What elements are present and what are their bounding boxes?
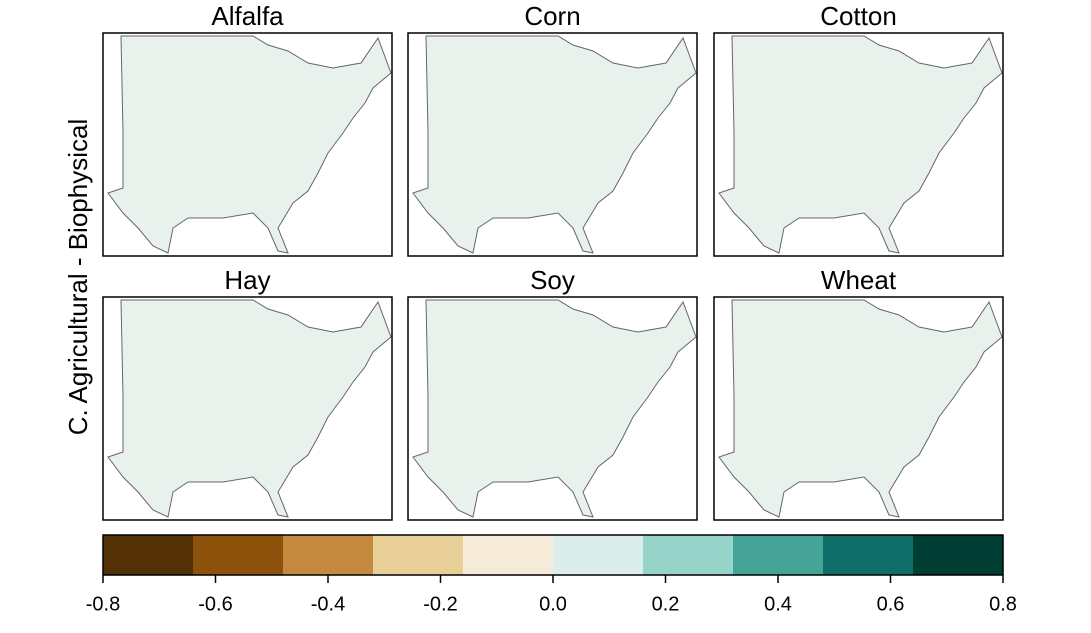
map-outline	[412, 35, 697, 254]
colorbar: -0.8 -0.6 -0.4 -0.2 0.0 0.2 0.4 0.6 0.8	[86, 534, 1017, 615]
colorbar-bin	[733, 535, 823, 575]
panel-frame	[407, 296, 698, 521]
colorbar-bin	[553, 535, 643, 575]
map-panel	[407, 32, 698, 257]
map-outline	[718, 299, 1003, 518]
panel-frame	[713, 296, 1004, 521]
colorbar-bin	[193, 535, 283, 575]
panel-frame	[102, 32, 393, 257]
tick-label: 0.8	[989, 593, 1017, 615]
colorbar-bin	[283, 535, 373, 575]
tick-label: 0.0	[539, 593, 567, 615]
colorbar-bin	[823, 535, 913, 575]
map-outline	[107, 35, 392, 254]
colorbar-bin	[373, 535, 463, 575]
panel-title: Alfalfa	[211, 1, 284, 31]
colorbar-bin	[913, 535, 1003, 575]
colorbar-bin	[643, 535, 733, 575]
tick-label: -0.6	[198, 593, 232, 615]
colorbar-bin	[463, 535, 553, 575]
map-panel	[102, 32, 393, 257]
tick-label: -0.8	[86, 593, 120, 615]
map-panel	[407, 296, 698, 521]
panel-frame	[713, 32, 1004, 257]
tick-label: -0.4	[311, 593, 345, 615]
panel-title: Soy	[530, 265, 575, 295]
map-panel	[102, 296, 393, 521]
tick-label: 0.2	[652, 593, 680, 615]
map-outline	[107, 299, 392, 518]
panel-frame	[102, 296, 393, 521]
map-panel	[713, 32, 1004, 257]
panel-title: Corn	[524, 1, 580, 31]
map-panel	[713, 296, 1004, 521]
panel-title: Hay	[224, 265, 270, 295]
panel-frame	[407, 32, 698, 257]
tick-label: 0.4	[764, 593, 792, 615]
panels: Alfalfa Corn Cotton Hay Soy Wheat	[102, 1, 1004, 521]
panel-title: Wheat	[821, 265, 897, 295]
panel-title: Cotton	[820, 1, 897, 31]
map-outline	[412, 299, 697, 518]
y-label: C. Agricultural - Biophysical	[63, 119, 93, 435]
map-outline	[718, 35, 1003, 254]
colorbar-bin	[103, 535, 193, 575]
tick-label: 0.6	[877, 593, 905, 615]
tick-label: -0.2	[423, 593, 457, 615]
